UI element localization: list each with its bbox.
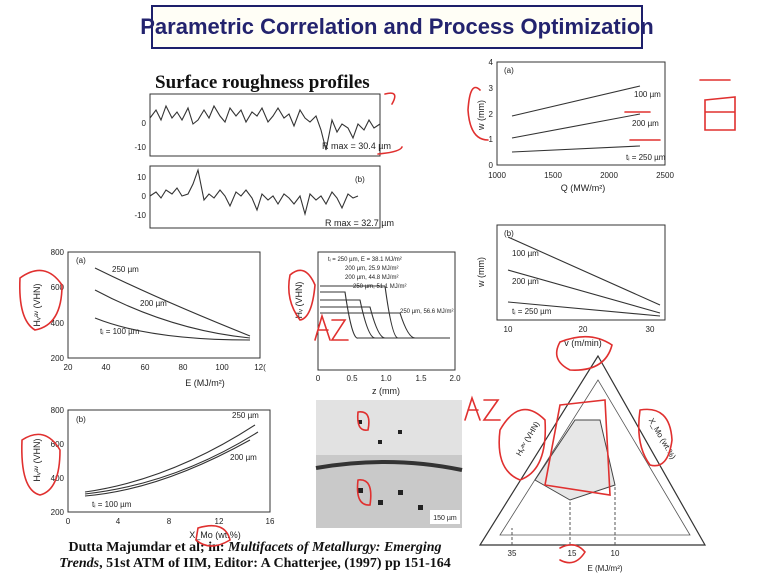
panel-label: (b) xyxy=(355,175,365,184)
y-tick-label: 0 xyxy=(489,161,494,170)
x-tick-label: 10 xyxy=(504,325,513,334)
citation-book: Multifacets of Metallurgy: Emerging xyxy=(227,540,442,555)
curve-label: 200 µm xyxy=(140,299,167,308)
y-tick-label: -10 xyxy=(134,211,146,220)
citation-line: Trends, 51st ATM of IIM, Editor: A Chatt… xyxy=(59,556,451,571)
legend-entry: 200 µm, 44.8 MJ/m² xyxy=(345,275,398,281)
y-tick-label: 800 xyxy=(51,406,65,415)
curve-label: 200 µm xyxy=(230,453,257,462)
x-tick-label: 1000 xyxy=(488,171,506,180)
legend-entry: 200 µm, 25.9 MJ/m² xyxy=(345,266,398,272)
y-tick-label: 3 xyxy=(489,84,494,93)
y-tick-label: 2 xyxy=(489,110,494,119)
x-tick-label: 8 xyxy=(167,517,172,526)
subtitle: Surface roughness profiles xyxy=(155,72,370,93)
x-axis-label: E (MJ/m²) xyxy=(185,378,225,388)
y-tick-label: 200 xyxy=(51,508,65,517)
curve-label: 100 µm xyxy=(634,90,661,99)
y-tick-label: 10 xyxy=(137,173,146,182)
curve-label: tᵢ = 100 µm xyxy=(100,327,140,336)
x-tick-label: 1.0 xyxy=(380,374,392,383)
legend-entry: 250 µm, 56.6 MJ/m² xyxy=(400,309,453,315)
base-tick-label: 10 xyxy=(611,549,620,558)
x-tick-label: 0 xyxy=(316,374,321,383)
x-tick-label: 2000 xyxy=(600,171,618,180)
base-axis-label: E (MJ/m²) xyxy=(587,564,622,573)
y-tick-label: 0 xyxy=(142,119,147,128)
citation-line: Dutta Majumdar et al; in: Multifacets of… xyxy=(68,540,441,555)
x-axis-label: z (mm) xyxy=(372,386,400,396)
panel-label: (b) xyxy=(504,229,514,238)
slide: Parametric Correlation and Process Optim… xyxy=(0,0,767,577)
panel-label: (b) xyxy=(76,415,86,424)
x-tick-label: 16 xyxy=(266,517,275,526)
citation-book: Trends xyxy=(59,556,99,571)
scale-label: 150 µm xyxy=(433,515,457,522)
y-tick-label: 200 xyxy=(51,354,65,363)
citation-author: Dutta Majumdar et al; in: xyxy=(68,540,228,555)
curve-label: 200 µm xyxy=(632,119,659,128)
micrograph: 150 µm xyxy=(316,400,462,528)
rmax-label: R max = 32.7 µm xyxy=(325,218,394,228)
x-tick-label: 1500 xyxy=(544,171,562,180)
x-tick-label: 0.5 xyxy=(346,374,358,383)
x-tick-label: 80 xyxy=(179,363,188,372)
panel-label: (a) xyxy=(504,66,514,75)
rmax-label: R max = 30.4 µm xyxy=(322,141,391,151)
y-axis-label: w (mm) xyxy=(476,257,486,288)
curve-label: tᵢ = 100 µm xyxy=(92,500,132,509)
x-tick-label: 20 xyxy=(64,363,73,372)
curve-label: 100 µm xyxy=(512,249,539,258)
y-axis-label: Hᵥᵃᵛ (VHN) xyxy=(32,283,42,326)
y-tick-label: -10 xyxy=(134,143,146,152)
curve-label: tᵢ = 250 µm xyxy=(512,307,552,316)
micrograph-region xyxy=(316,400,462,455)
title: Parametric Correlation and Process Optim… xyxy=(140,14,653,39)
x-tick-label: 60 xyxy=(141,363,150,372)
x-tick-label: 1.5 xyxy=(415,374,427,383)
x-axis-label: Q (MW/m²) xyxy=(561,183,605,193)
x-tick-label: 100 xyxy=(215,363,229,372)
y-axis-label: w (mm) xyxy=(476,100,486,131)
x-tick-label: 30 xyxy=(646,325,655,334)
panel-label: (a) xyxy=(76,256,86,265)
citation-details: , 51st ATM of IIM, Editor: A Chatterjee,… xyxy=(99,556,451,571)
x-tick-label: 2.0 xyxy=(449,374,461,383)
curve-label: 250 µm xyxy=(112,265,139,274)
x-tick-label: 40 xyxy=(102,363,111,372)
y-axis-label: Hᵥᵃᵛ (VHN) xyxy=(32,438,42,481)
x-tick-label: 4 xyxy=(116,517,121,526)
y-tick-label: 1 xyxy=(489,135,494,144)
curve-label: 250 µm xyxy=(232,411,259,420)
base-tick-label: 35 xyxy=(508,549,517,558)
y-tick-label: 4 xyxy=(489,58,494,67)
legend-entry: tᵢ = 250 µm, E = 38.1 MJ/m² xyxy=(328,257,402,263)
x-tick-label: 20 xyxy=(579,325,588,334)
base-tick-label: 15 xyxy=(568,549,577,558)
x-tick-label: 0 xyxy=(66,517,71,526)
legend-entry: 250 µm, 51.1 MJ/m² xyxy=(353,284,406,290)
curve-label: tᵢ = 250 µm xyxy=(626,153,666,162)
x-tick-label: 12( xyxy=(254,363,266,372)
curve-label: 200 µm xyxy=(512,277,539,286)
y-tick-label: 800 xyxy=(51,248,65,257)
y-tick-label: 0 xyxy=(142,192,147,201)
x-tick-label: 12 xyxy=(215,517,224,526)
x-tick-label: 2500 xyxy=(656,171,674,180)
